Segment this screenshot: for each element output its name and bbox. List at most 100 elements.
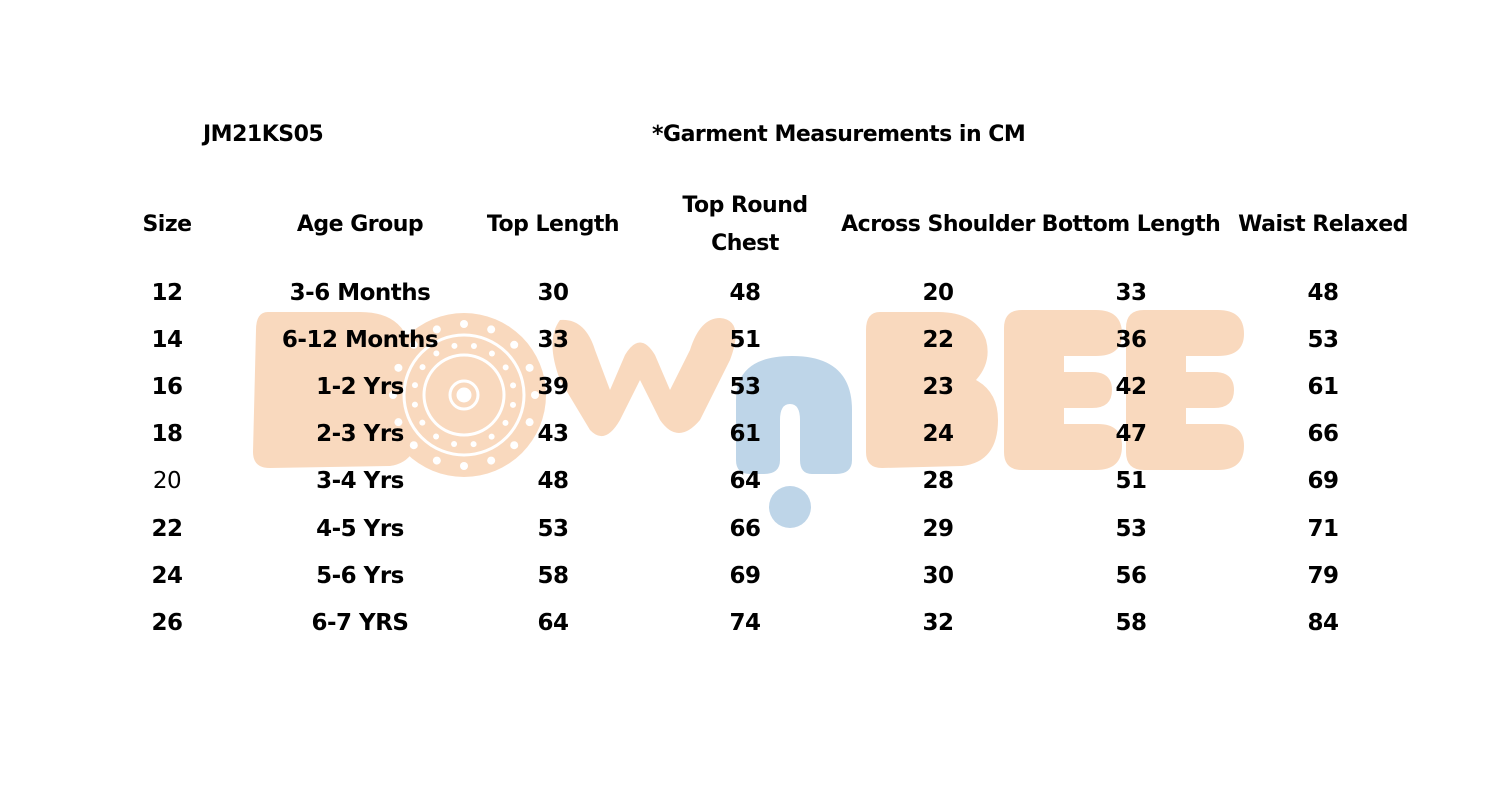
cell-size: 20 [152,468,182,495]
mandala-dot [502,419,509,426]
mandala-dot [411,401,418,408]
cell-waist-relaxed: 66 [1307,421,1339,448]
cell-age-group: 3-4 Yrs [316,468,404,495]
cell-top-length: 33 [537,327,569,354]
cell-bottom-length: 58 [1115,609,1147,636]
mandala-dot [451,342,458,349]
cell-waist-relaxed: 69 [1307,468,1339,495]
watermark-letter-n [736,356,852,474]
cell-waist-relaxed: 61 [1307,374,1339,401]
cell-top-length: 48 [537,468,569,495]
cell-top-round-chest: 66 [729,515,761,542]
mandala-dot [487,325,496,334]
cell-bottom-length: 51 [1115,468,1147,495]
mandala-dot [531,391,539,399]
cell-size: 22 [151,515,183,542]
mandala-dot [411,382,418,389]
column-header-waist-relaxed: Waist Relaxed [1238,212,1408,237]
cell-top-round-chest: 64 [729,468,761,495]
cell-top-length: 39 [537,374,569,401]
cell-across-shoulder: 20 [922,280,954,306]
cell-top-round-chest: 48 [729,280,761,306]
cell-across-shoulder: 23 [922,374,954,401]
cell-size: 16 [151,374,183,401]
mandala-dot [510,441,519,450]
mandala-dot [451,441,458,448]
cell-across-shoulder: 24 [922,421,954,448]
mandala-dot [510,382,517,389]
cell-waist-relaxed: 53 [1307,327,1339,354]
cell-age-group: 5-6 Yrs [316,562,404,589]
cell-size: 14 [151,327,183,354]
column-header-bottom-length: Bottom Length [1041,212,1221,237]
mandala-dot [432,456,441,465]
style-code: JM21KS05 [203,122,324,147]
cell-age-group: 3-6 Months [289,280,431,306]
cell-across-shoulder: 29 [922,515,954,542]
cell-top-round-chest: 53 [729,374,761,401]
column-header-top-round-chest: Top Round Chest [682,193,808,256]
mandala-dot [510,340,519,349]
cell-age-group: 2-3 Yrs [316,421,404,448]
cell-size: 12 [151,280,183,306]
cell-bottom-length: 47 [1115,421,1147,448]
cell-age-group: 1-2 Yrs [316,374,404,401]
cell-size: 26 [151,609,183,636]
mandala-dot [394,418,403,427]
cell-across-shoulder: 32 [922,609,954,636]
mandala-ornament-icon [402,333,526,457]
mandala-dot [419,419,426,426]
cell-top-round-chest: 74 [729,609,761,636]
mandala-dot [525,363,534,372]
watermark-dot [769,486,811,528]
cell-across-shoulder: 30 [922,562,954,589]
mandala-dot [460,320,468,328]
mandala-dot [470,342,477,349]
cell-top-length: 43 [537,421,569,448]
column-header-size: Size [142,212,192,237]
cell-top-length: 30 [537,280,569,306]
mandala-dots [389,320,539,470]
watermark-letter-b [253,312,420,468]
cell-top-length: 64 [537,609,569,636]
mandala-dot [433,433,440,440]
mandala-dot [409,441,418,450]
watermark-letter-e2 [1126,310,1244,470]
column-header-age-group: Age Group [296,212,424,237]
cell-age-group: 6-12 Months [281,327,439,354]
measurement-note: *Garment Measurements in CM [652,122,1026,147]
mandala-dot [488,350,495,357]
mandala-dot [502,364,509,371]
watermark-letter-w [552,318,736,437]
cell-bottom-length: 36 [1115,327,1147,354]
cell-top-round-chest: 51 [729,327,761,354]
column-header-across-shoulder: Across Shoulder [841,212,1035,237]
cell-bottom-length: 53 [1115,515,1147,542]
column-header-top-length: Top Length [486,212,620,237]
cell-top-round-chest: 61 [729,421,761,448]
cell-age-group: 6-7 YRS [311,609,410,636]
cell-waist-relaxed: 79 [1307,562,1339,589]
mandala-dot [433,350,440,357]
mandala-dot [460,462,468,470]
cell-bottom-length: 42 [1115,374,1147,401]
mandala-dot [470,441,477,448]
watermark-letter-e1 [1004,310,1122,470]
cell-top-length: 58 [537,562,569,589]
cell-across-shoulder: 28 [922,468,954,495]
cell-age-group: 4-5 Yrs [316,515,404,542]
mandala-dot [487,456,496,465]
mandala-dot [510,401,517,408]
mandala-dot [389,391,397,399]
cell-waist-relaxed: 84 [1307,609,1339,636]
cell-size: 18 [151,421,183,448]
mandala-dot [432,325,441,334]
mandala-dot [488,433,495,440]
cell-waist-relaxed: 71 [1307,515,1339,542]
mandala-dot [525,418,534,427]
mandala-dot [419,364,426,371]
cell-bottom-length: 33 [1115,280,1147,306]
cell-top-length: 53 [537,515,569,542]
cell-across-shoulder: 22 [922,327,954,354]
